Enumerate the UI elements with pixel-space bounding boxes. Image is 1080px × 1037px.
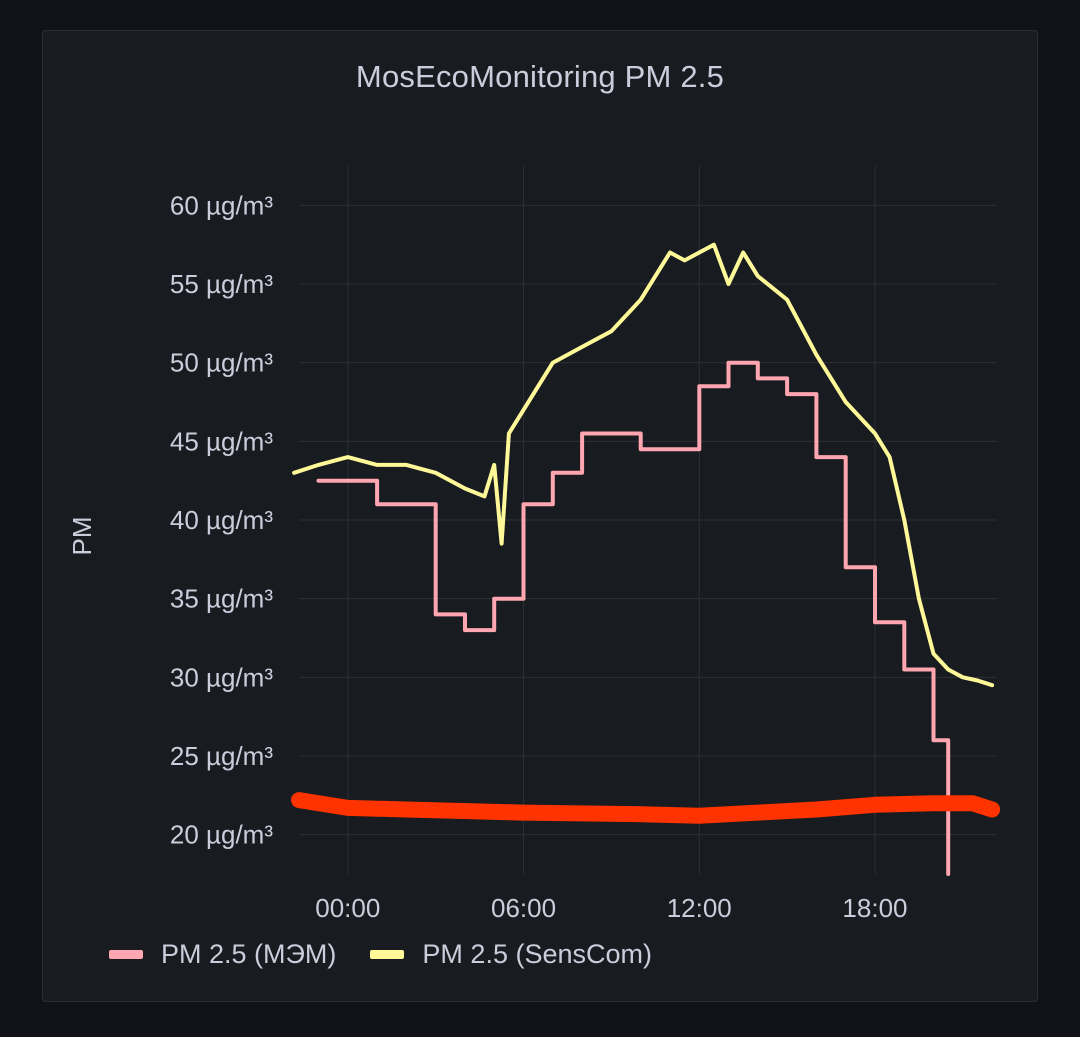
x-tick-label: 00:00 xyxy=(315,893,380,923)
legend-label-mem: PM 2.5 (МЭМ) xyxy=(161,939,337,969)
legend-item-senscom[interactable]: PM 2.5 (SensCom) xyxy=(370,939,652,970)
series-line-0 xyxy=(316,360,951,876)
series-layer xyxy=(291,242,1001,876)
tick-layer: 20 µg/m³ 25 µg/m³ 30 µg/m³ 35 µg/m³ 40 µg/m³… xyxy=(170,190,908,923)
y-tick-label: 30 µg/m³ xyxy=(170,662,273,692)
series-line-1 xyxy=(292,242,995,688)
y-tick-label: 60 µg/m³ xyxy=(170,190,273,220)
legend-swatch-mem xyxy=(109,950,143,959)
legend-label-senscom: PM 2.5 (SensCom) xyxy=(422,939,652,969)
y-tick-label: 50 µg/m³ xyxy=(170,348,273,378)
x-tick-label: 12:00 xyxy=(667,893,732,923)
x-tick-label: 06:00 xyxy=(491,893,556,923)
y-tick-label: 20 µg/m³ xyxy=(170,820,273,850)
red-marker-stroke xyxy=(291,792,1001,824)
legend-swatch-senscom xyxy=(370,950,405,959)
y-tick-label: 45 µg/m³ xyxy=(170,426,273,456)
grid-layer xyxy=(299,166,997,874)
plot-area[interactable]: 20 µg/m³ 25 µg/m³ 30 µg/m³ 35 µg/m³ 40 µg/m³… xyxy=(43,31,1039,931)
y-tick-label: 40 µg/m³ xyxy=(170,505,273,535)
y-tick-label: 25 µg/m³ xyxy=(170,741,273,771)
x-tick-label: 18:00 xyxy=(842,893,907,923)
legend: PM 2.5 (МЭМ) PM 2.5 (SensCom) xyxy=(109,939,652,970)
y-tick-label: 55 µg/m³ xyxy=(170,269,273,299)
y-axis-title: PM xyxy=(67,517,97,556)
chart-title: MosEcoMonitoring PM 2.5 xyxy=(355,59,725,94)
y-tick-label: 35 µg/m³ xyxy=(170,584,273,614)
legend-item-mem[interactable]: PM 2.5 (МЭМ) xyxy=(109,939,336,970)
chart-panel: MosEcoMonitoring PM 2.5 20 µg/m³ 25 µg/m³… xyxy=(42,30,1038,1002)
